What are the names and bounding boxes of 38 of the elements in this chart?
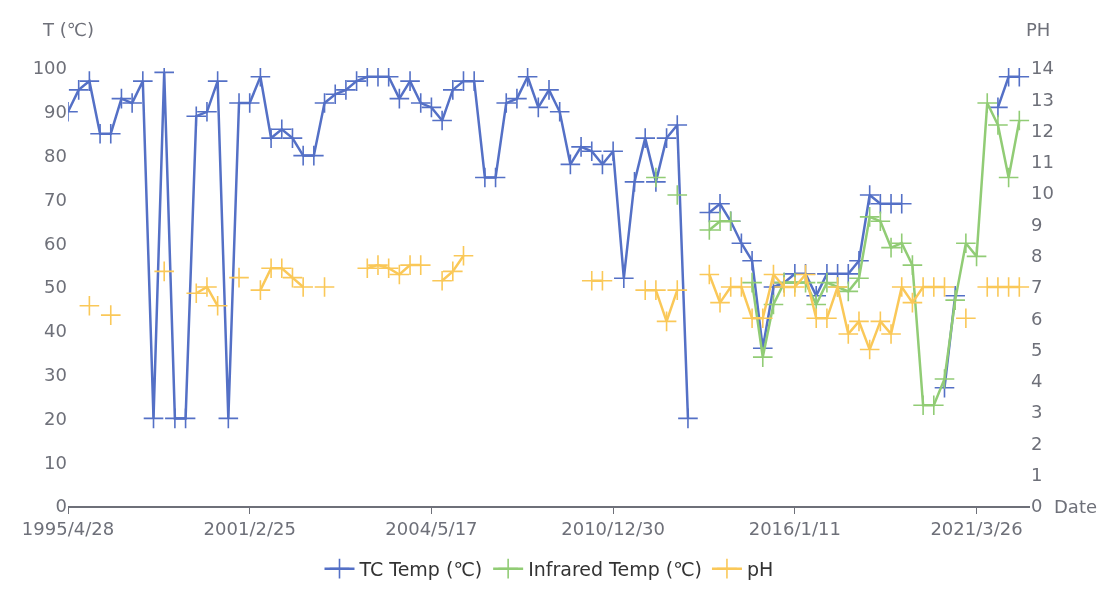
y-tick-label: 90 [44, 101, 67, 123]
x-axis-title: Date [1054, 496, 1098, 517]
y2-tick-label: 0 [1031, 495, 1043, 517]
y-tick-label: 20 [44, 407, 67, 429]
y2-tick-label: 11 [1031, 151, 1054, 173]
x-tick-label: 2021/3/26 [930, 518, 1023, 540]
y-tick-label: 70 [44, 188, 67, 210]
x-tick-label: 2004/5/17 [385, 518, 478, 540]
y2-tick-label: 4 [1031, 370, 1043, 392]
y-tick-label: 80 [44, 144, 67, 166]
x-tick-label: 2016/1/11 [748, 518, 841, 540]
y-tick-label: 100 [32, 57, 67, 79]
y-tick-label: 40 [44, 320, 67, 342]
y2-tick-label: 1 [1031, 464, 1043, 486]
y2-tick-label: 13 [1031, 88, 1054, 110]
y2-tick-label: 7 [1031, 276, 1043, 298]
y2-tick-label: 8 [1031, 245, 1043, 267]
x-tick-label: 2001/2/25 [203, 518, 296, 540]
y2-axis-title: PH [1026, 19, 1051, 40]
legend-label: TC Temp (℃) [358, 558, 483, 581]
y-tick-label: 0 [55, 495, 67, 517]
y2-tick-label: 5 [1031, 338, 1043, 360]
y2-tick-label: 6 [1031, 307, 1043, 329]
legend-label: Infrared Temp (℃) [528, 558, 702, 581]
y-tick-label: 50 [44, 276, 67, 298]
y-tick-label: 10 [44, 451, 67, 473]
y2-tick-label: 9 [1031, 213, 1043, 235]
y2-tick-label: 3 [1031, 401, 1043, 423]
y2-tick-label: 10 [1031, 182, 1054, 204]
legend-label: pH [746, 558, 774, 581]
y2-tick-label: 14 [1031, 57, 1054, 79]
y-tick-label: 30 [44, 363, 67, 385]
y-tick-label: 60 [44, 232, 67, 254]
y2-tick-label: 12 [1031, 119, 1054, 141]
x-tick-label: 2010/12/30 [561, 518, 666, 540]
y-axis-title: T (℃) [42, 19, 94, 40]
y2-tick-label: 2 [1031, 432, 1043, 454]
x-tick-label: 1995/4/28 [21, 518, 115, 540]
